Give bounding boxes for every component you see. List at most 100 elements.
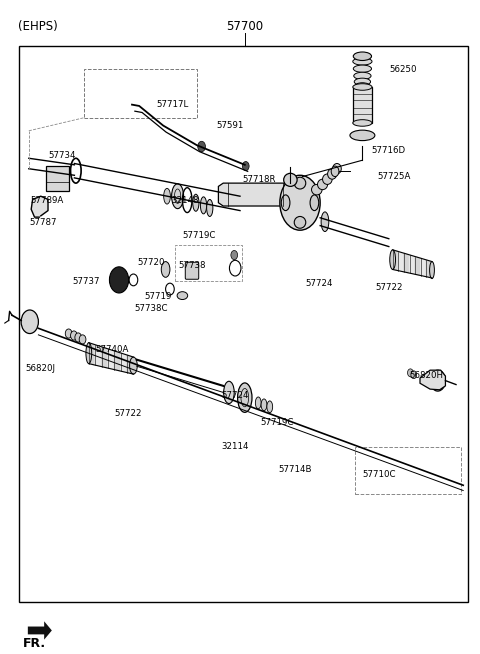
Circle shape (280, 175, 320, 230)
Text: 56820J: 56820J (26, 364, 56, 373)
Text: 57725A: 57725A (377, 172, 410, 181)
Ellipse shape (281, 195, 290, 211)
Ellipse shape (353, 84, 372, 90)
Ellipse shape (318, 179, 327, 190)
Circle shape (198, 141, 205, 152)
Text: 57787: 57787 (29, 218, 57, 227)
Polygon shape (218, 183, 290, 206)
Bar (84, 69, 197, 118)
Circle shape (430, 370, 445, 391)
Ellipse shape (206, 199, 213, 216)
Text: 32148: 32148 (171, 196, 199, 205)
Ellipse shape (353, 58, 372, 65)
Ellipse shape (172, 184, 184, 209)
Text: (EHPS): (EHPS) (18, 20, 58, 33)
Text: 57591: 57591 (216, 121, 244, 130)
Polygon shape (420, 370, 445, 390)
Polygon shape (415, 256, 421, 275)
Ellipse shape (224, 381, 234, 404)
Polygon shape (426, 260, 432, 278)
Text: 56250: 56250 (389, 65, 417, 75)
Text: FR.: FR. (23, 637, 46, 650)
Text: 57738C: 57738C (134, 304, 168, 313)
Polygon shape (114, 351, 120, 371)
Text: 56820H: 56820H (409, 371, 443, 380)
Text: 57722: 57722 (115, 409, 143, 418)
Polygon shape (398, 252, 404, 272)
Circle shape (231, 250, 238, 260)
Polygon shape (102, 347, 108, 368)
Circle shape (79, 335, 86, 344)
Ellipse shape (310, 195, 319, 211)
Ellipse shape (255, 397, 261, 409)
Polygon shape (89, 343, 95, 365)
Circle shape (71, 331, 77, 340)
Text: 57700: 57700 (226, 20, 264, 33)
Text: 57724: 57724 (221, 390, 249, 400)
Bar (19, 46, 468, 602)
Ellipse shape (294, 177, 306, 189)
Circle shape (21, 310, 38, 334)
Ellipse shape (353, 52, 372, 61)
Text: 57716D: 57716D (372, 146, 406, 155)
Ellipse shape (353, 65, 372, 72)
Ellipse shape (192, 194, 199, 211)
Circle shape (75, 333, 82, 342)
Ellipse shape (354, 73, 371, 80)
Circle shape (408, 369, 413, 377)
Polygon shape (28, 621, 52, 640)
FancyBboxPatch shape (185, 262, 199, 279)
Ellipse shape (323, 174, 332, 184)
Ellipse shape (350, 130, 375, 141)
Ellipse shape (312, 184, 322, 195)
Ellipse shape (86, 343, 92, 364)
Text: 57722: 57722 (375, 283, 403, 292)
Circle shape (331, 166, 339, 177)
Polygon shape (409, 255, 415, 274)
Ellipse shape (164, 188, 170, 204)
Text: 57737: 57737 (72, 277, 100, 286)
Ellipse shape (327, 169, 336, 179)
Polygon shape (421, 258, 426, 277)
Circle shape (411, 371, 417, 379)
Polygon shape (108, 349, 114, 370)
Text: 57719C: 57719C (260, 418, 294, 427)
Polygon shape (120, 353, 127, 373)
Text: 57710C: 57710C (362, 470, 396, 479)
Ellipse shape (333, 164, 341, 174)
Ellipse shape (321, 212, 329, 232)
Bar (175, 245, 242, 281)
Text: 57738: 57738 (178, 261, 206, 270)
Ellipse shape (130, 357, 137, 374)
Ellipse shape (294, 216, 306, 228)
Circle shape (109, 267, 129, 293)
Ellipse shape (238, 383, 252, 413)
Text: 57720: 57720 (137, 258, 165, 267)
Text: 57719C: 57719C (182, 231, 216, 240)
Polygon shape (127, 355, 133, 374)
Text: 57719: 57719 (144, 292, 172, 301)
Ellipse shape (267, 401, 273, 413)
Ellipse shape (430, 262, 434, 279)
Ellipse shape (200, 197, 206, 214)
Ellipse shape (261, 399, 267, 411)
Bar (353, 87, 372, 123)
Ellipse shape (177, 292, 188, 300)
Bar (46, 166, 69, 191)
Text: 57718R: 57718R (242, 175, 276, 184)
Text: 57714B: 57714B (278, 465, 312, 474)
Ellipse shape (355, 82, 370, 90)
Polygon shape (393, 250, 398, 271)
Text: 57724: 57724 (305, 279, 333, 288)
Text: 57717L: 57717L (156, 100, 189, 109)
Circle shape (65, 329, 72, 338)
Ellipse shape (390, 250, 396, 269)
Polygon shape (95, 345, 102, 367)
Circle shape (242, 162, 249, 171)
Polygon shape (404, 253, 409, 273)
Bar (355, 447, 461, 494)
Text: 57734: 57734 (48, 151, 76, 160)
Text: 57740A: 57740A (95, 345, 129, 354)
Ellipse shape (161, 262, 170, 277)
Ellipse shape (353, 120, 372, 126)
